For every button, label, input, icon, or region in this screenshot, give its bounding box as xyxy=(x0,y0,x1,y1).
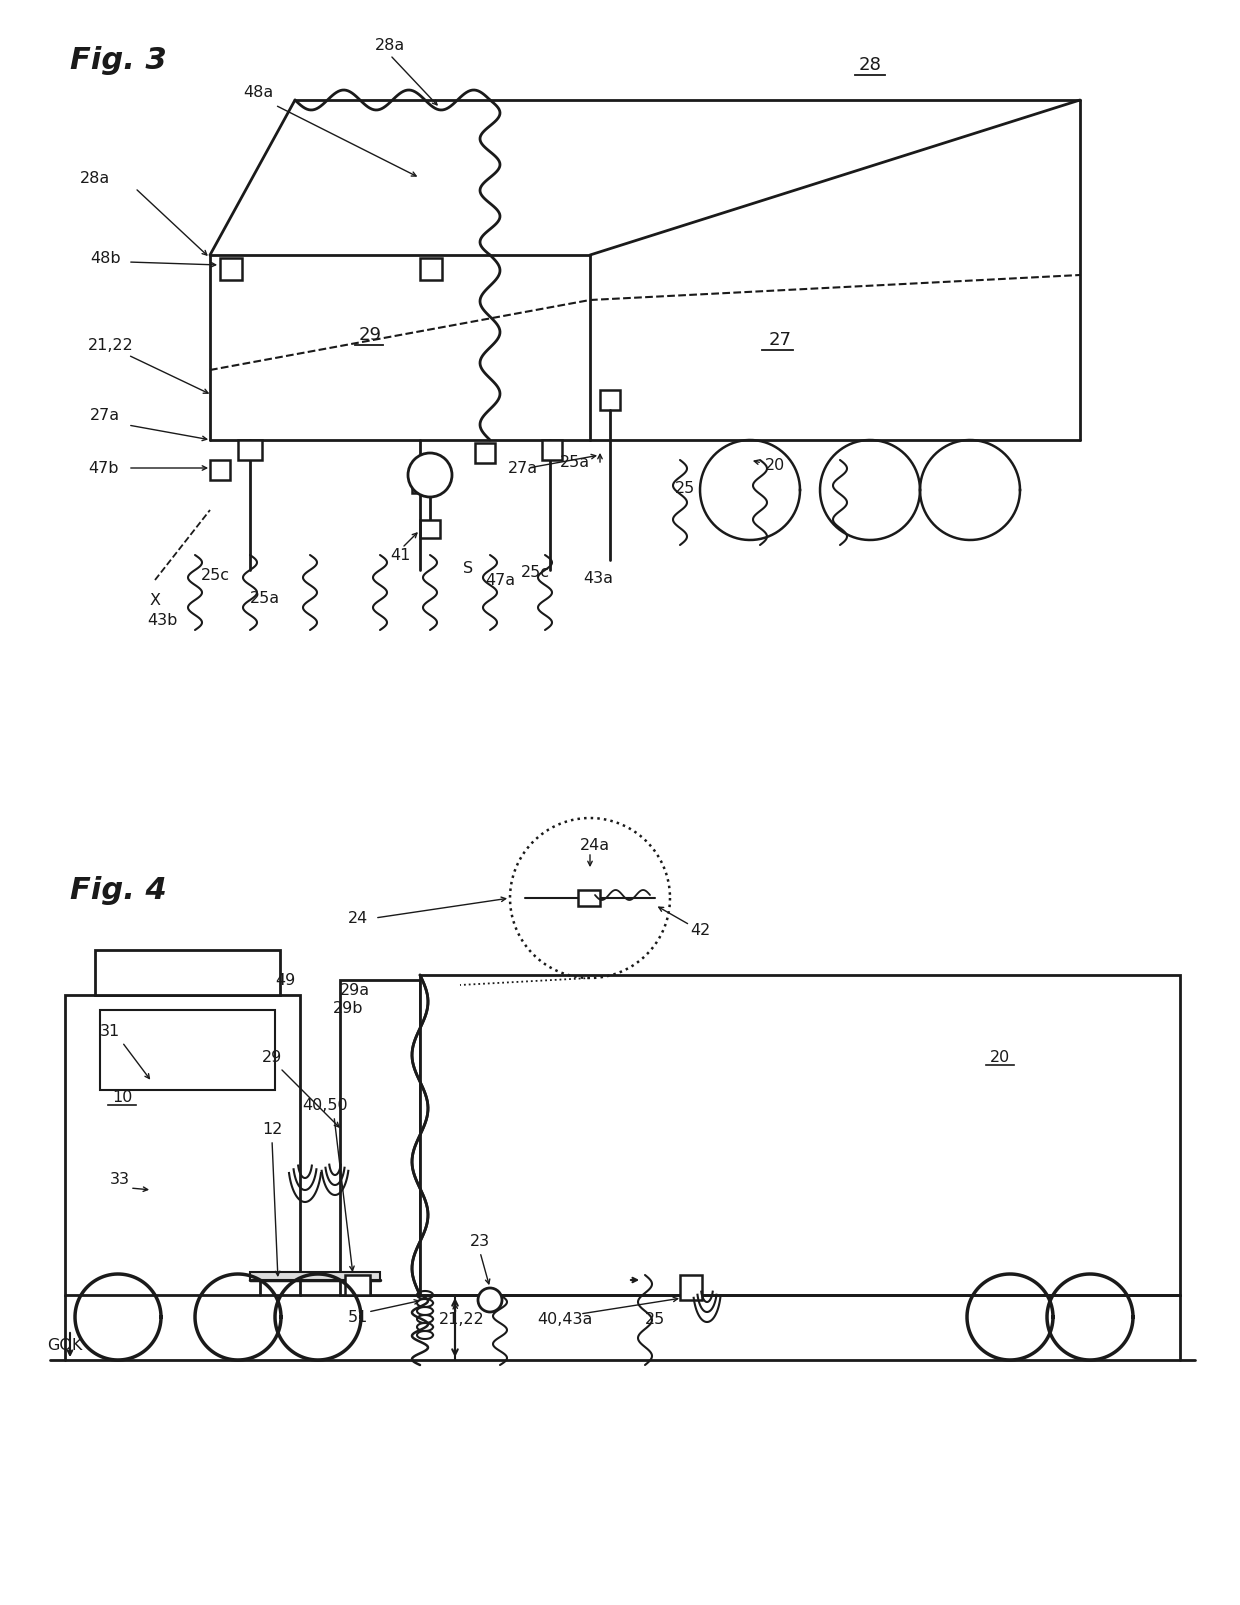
Bar xyxy=(219,258,242,279)
Text: 21,22: 21,22 xyxy=(439,1313,485,1327)
Text: 29: 29 xyxy=(262,1051,283,1066)
Bar xyxy=(345,1274,370,1295)
Bar xyxy=(420,520,440,538)
Text: 23: 23 xyxy=(470,1234,490,1250)
Bar xyxy=(100,1010,275,1090)
Text: 24: 24 xyxy=(348,910,368,926)
Text: 20: 20 xyxy=(765,457,785,472)
Text: Fig. 3: Fig. 3 xyxy=(69,45,166,74)
Text: 31: 31 xyxy=(100,1024,120,1040)
Text: 29a: 29a xyxy=(340,982,370,997)
Text: 27a: 27a xyxy=(91,408,120,422)
Text: 43b: 43b xyxy=(146,613,177,628)
Text: 28a: 28a xyxy=(374,37,405,53)
Bar xyxy=(578,891,600,905)
Text: 27a: 27a xyxy=(508,461,538,475)
Text: S: S xyxy=(463,560,474,576)
Bar xyxy=(420,974,1180,1295)
Text: 21,22: 21,22 xyxy=(88,337,134,353)
Text: 41: 41 xyxy=(389,547,410,562)
Bar xyxy=(680,1274,702,1300)
Text: 48a: 48a xyxy=(243,85,273,100)
Text: Fig. 4: Fig. 4 xyxy=(69,875,166,905)
Text: 25c: 25c xyxy=(521,565,549,579)
Bar xyxy=(64,995,300,1295)
Text: 40,43a: 40,43a xyxy=(537,1313,593,1327)
Bar xyxy=(420,258,441,279)
Circle shape xyxy=(477,1287,502,1311)
Text: 27: 27 xyxy=(769,331,791,348)
Text: 25: 25 xyxy=(645,1313,665,1327)
Text: 40,50: 40,50 xyxy=(303,1098,347,1112)
Bar xyxy=(250,1273,379,1281)
Text: 28a: 28a xyxy=(79,170,110,186)
Text: 29b: 29b xyxy=(332,1000,363,1016)
Text: 48b: 48b xyxy=(91,250,120,265)
Text: 42: 42 xyxy=(689,923,711,937)
Bar xyxy=(238,440,262,461)
Text: 43a: 43a xyxy=(583,570,613,586)
Text: 12: 12 xyxy=(262,1122,283,1138)
Text: 47a: 47a xyxy=(485,573,515,587)
Text: 24a: 24a xyxy=(580,838,610,852)
Bar xyxy=(412,475,428,493)
Text: 25: 25 xyxy=(675,480,696,496)
Text: 33: 33 xyxy=(110,1173,130,1188)
Text: 10: 10 xyxy=(112,1090,133,1106)
Bar xyxy=(600,390,620,409)
Text: 29: 29 xyxy=(358,326,382,343)
Text: 25a: 25a xyxy=(560,454,590,470)
Text: X: X xyxy=(150,592,160,608)
Text: 20: 20 xyxy=(990,1051,1011,1066)
Circle shape xyxy=(408,453,453,498)
Bar xyxy=(475,443,495,462)
Text: 28: 28 xyxy=(858,56,882,74)
Bar xyxy=(95,950,280,995)
Text: GOK: GOK xyxy=(47,1337,82,1353)
Text: 25c: 25c xyxy=(201,568,229,583)
Text: 47b: 47b xyxy=(88,461,119,475)
Text: 49: 49 xyxy=(275,973,295,987)
Bar xyxy=(340,981,420,1295)
Bar xyxy=(542,440,562,461)
Text: 51: 51 xyxy=(347,1310,368,1324)
Text: 25a: 25a xyxy=(250,591,280,605)
Bar xyxy=(210,461,229,480)
